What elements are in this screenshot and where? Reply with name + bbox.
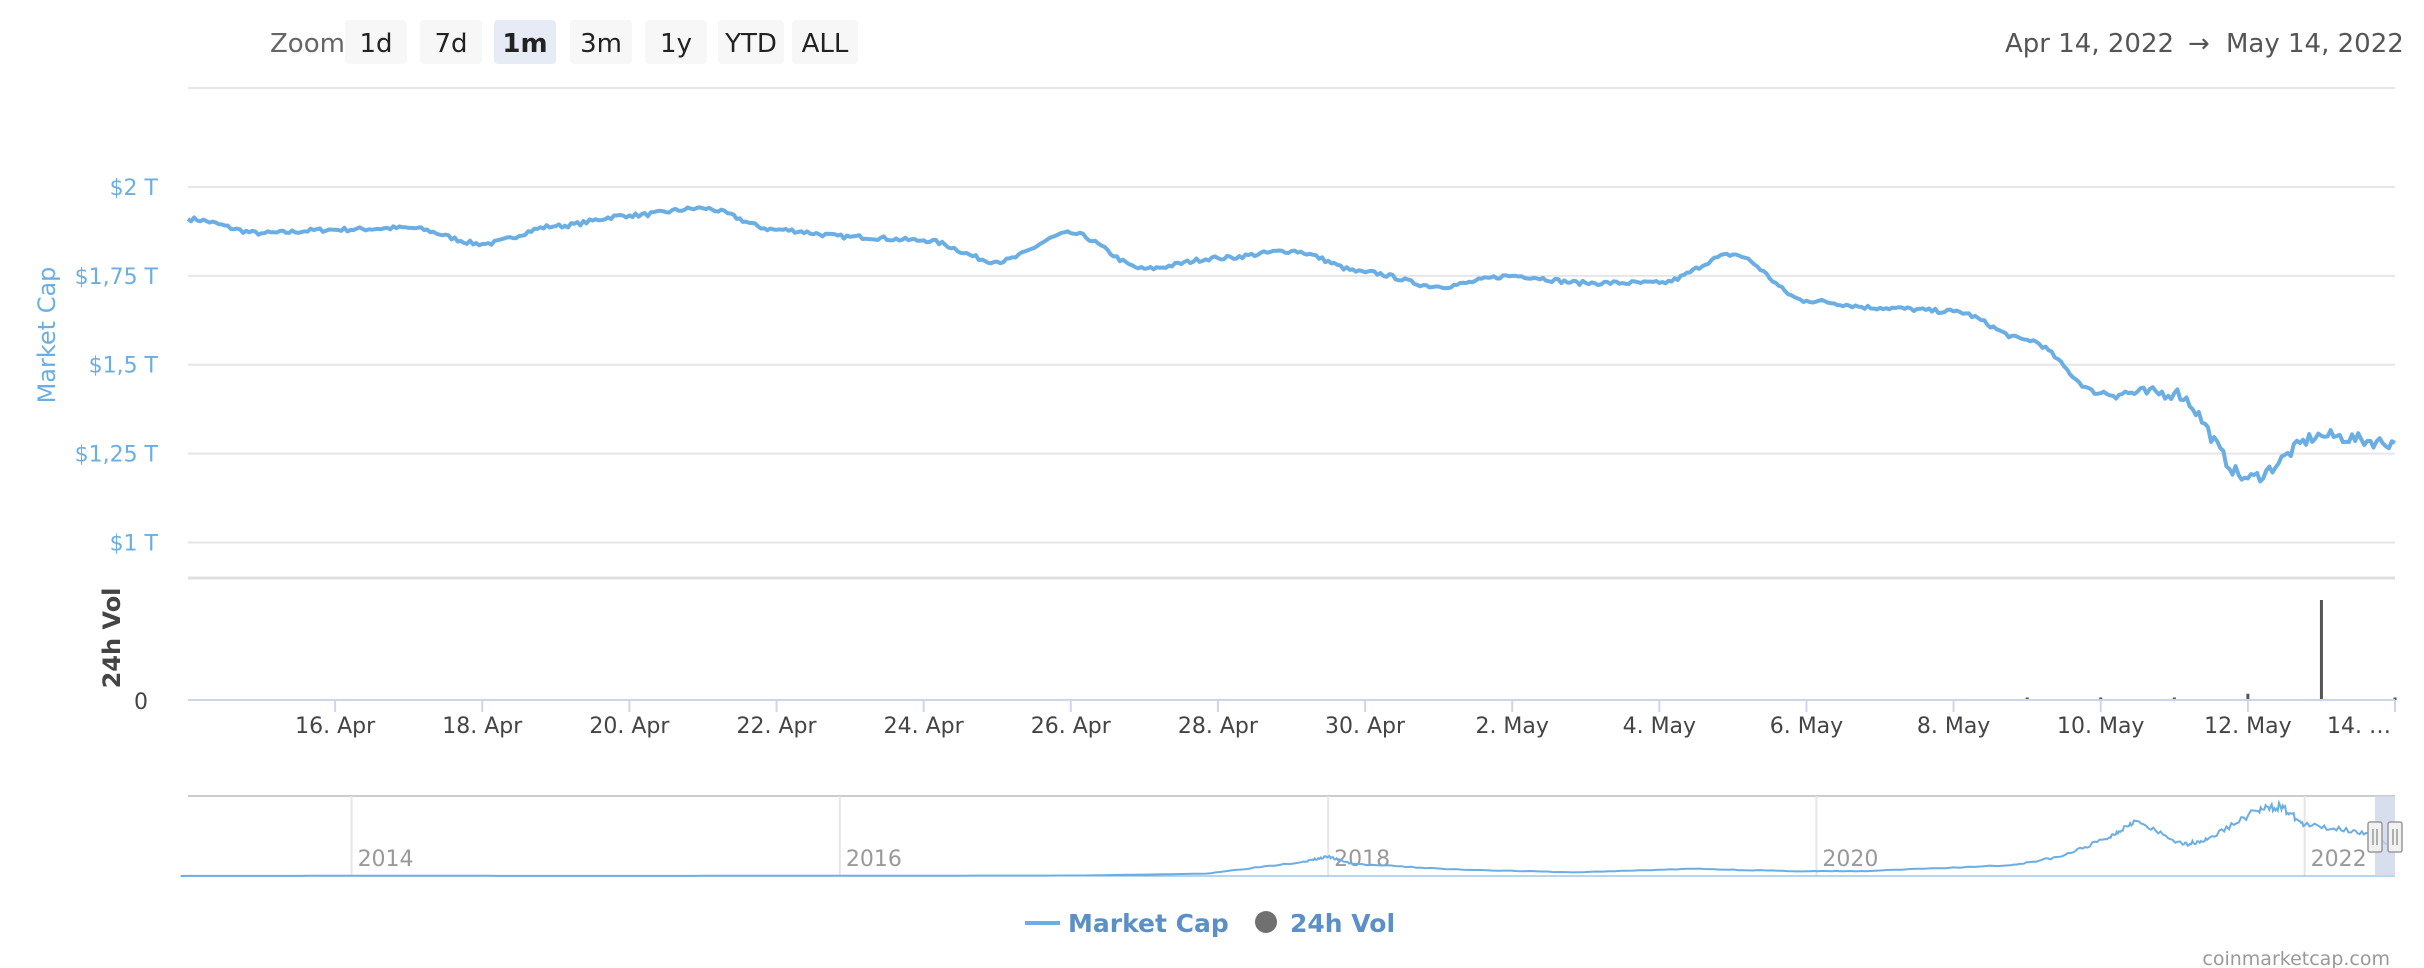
x-tick-label: 14. …	[2327, 714, 2391, 739]
y-tick-label: $1 T	[110, 531, 159, 556]
zoom-button-label: 3m	[580, 29, 622, 59]
x-tick-label: 2. May	[1475, 714, 1548, 739]
market-cap-chart: $2 T $1,75 T $1,5 T $1,25 T $1 T Market Cap	[33, 176, 2396, 556]
legend: Market Cap 24h Vol	[1025, 909, 1395, 938]
x-tick-label: 22. Apr	[737, 714, 818, 739]
volume-bars	[2025, 600, 2397, 700]
zoom-button-label: 1d	[359, 29, 392, 59]
zoom-button-3m[interactable]: 3m	[570, 20, 632, 64]
zoom-button-label: 7d	[434, 29, 467, 59]
x-tick-label: 4. May	[1623, 714, 1696, 739]
volume-bar	[2246, 693, 2250, 700]
zoom-button-all[interactable]: ALL	[792, 20, 858, 64]
volume-bar	[2025, 697, 2029, 700]
range-to[interactable]: May 14, 2022	[2226, 29, 2404, 59]
volume-pane: 24h Vol 0	[98, 576, 2397, 715]
x-tick-label: 30. Apr	[1325, 714, 1406, 739]
volume-axis-title: 24h Vol	[98, 588, 126, 689]
y-axis-title: Market Cap	[33, 267, 61, 404]
navigator-selection[interactable]	[2375, 796, 2395, 876]
y-tick-label: $2 T	[110, 176, 159, 201]
zoom-toolbar: Zoom 1d 7d 1m 3m 1y YTD ALL Apr 14, 2022 → May…	[270, 20, 2404, 64]
navigator-year-label: 2022	[2311, 847, 2367, 872]
x-tick-label: 28. Apr	[1178, 714, 1259, 739]
volume-zero-label: 0	[134, 690, 148, 715]
y-gridlines	[188, 186, 2395, 544]
y-tick-label: $1,75 T	[75, 265, 159, 290]
zoom-label: Zoom	[270, 29, 345, 59]
legend-item-market-cap[interactable]: Market Cap	[1025, 909, 1229, 938]
zoom-button-label: 1y	[660, 29, 692, 59]
range-from[interactable]: Apr 14, 2022	[2005, 29, 2174, 59]
volume-bar	[2393, 697, 2397, 700]
zoom-button-1d[interactable]: 1d	[345, 20, 407, 64]
zoom-button-1m[interactable]: 1m	[494, 20, 556, 64]
x-tick-label: 8. May	[1917, 714, 1990, 739]
x-tick-label: 10. May	[2057, 714, 2144, 739]
x-tick-label: 24. Apr	[884, 714, 965, 739]
legend-label-24h-vol: 24h Vol	[1290, 909, 1395, 938]
volume-bar	[2099, 697, 2103, 700]
y-tick-label: $1,5 T	[89, 354, 159, 379]
zoom-button-ytd[interactable]: YTD	[718, 20, 784, 64]
volume-bar	[2172, 697, 2176, 700]
x-tick-label: 6. May	[1770, 714, 1843, 739]
navigator-year-label: 2018	[1334, 847, 1390, 872]
x-tick-label: 12. May	[2204, 714, 2291, 739]
x-axis-ticks: 16. Apr 18. Apr 20. Apr 22. Apr 24. Apr 26. A…	[295, 700, 2396, 739]
navigator-year-label: 2016	[846, 847, 902, 872]
navigator-handle-right[interactable]	[2387, 821, 2403, 853]
navigator-gridlines: 2014 2016 2018 2020 2022	[350, 796, 2367, 876]
x-tick-label: 18. Apr	[442, 714, 523, 739]
navigator-handle-left[interactable]	[2367, 821, 2383, 853]
x-tick-label: 20. Apr	[589, 714, 670, 739]
zoom-button-label: YTD	[724, 29, 777, 59]
zoom-button-label: 1m	[502, 29, 547, 59]
legend-item-24h-vol[interactable]: 24h Vol	[1255, 909, 1395, 938]
navigator-year-label: 2014	[358, 847, 414, 872]
volume-bar	[2319, 600, 2323, 700]
range-arrow: →	[2188, 29, 2210, 59]
navigator-year-label: 2020	[1822, 847, 1878, 872]
legend-label-market-cap: Market Cap	[1068, 909, 1229, 938]
x-tick-label: 16. Apr	[295, 714, 376, 739]
credits-link[interactable]: coinmarketcap.com	[2202, 948, 2390, 968]
x-tick-label: 26. Apr	[1031, 714, 1112, 739]
zoom-button-7d[interactable]: 7d	[420, 20, 482, 64]
y-axis-labels: $2 T $1,75 T $1,5 T $1,25 T $1 T	[75, 176, 159, 556]
navigator[interactable]: 2014 2016 2018 2020 2022	[180, 795, 2403, 877]
zoom-button-label: ALL	[802, 29, 849, 59]
legend-dot-icon	[1255, 911, 1277, 933]
y-tick-label: $1,25 T	[75, 443, 159, 468]
series-line-market-cap	[186, 205, 2396, 484]
zoom-button-1y[interactable]: 1y	[645, 20, 707, 64]
